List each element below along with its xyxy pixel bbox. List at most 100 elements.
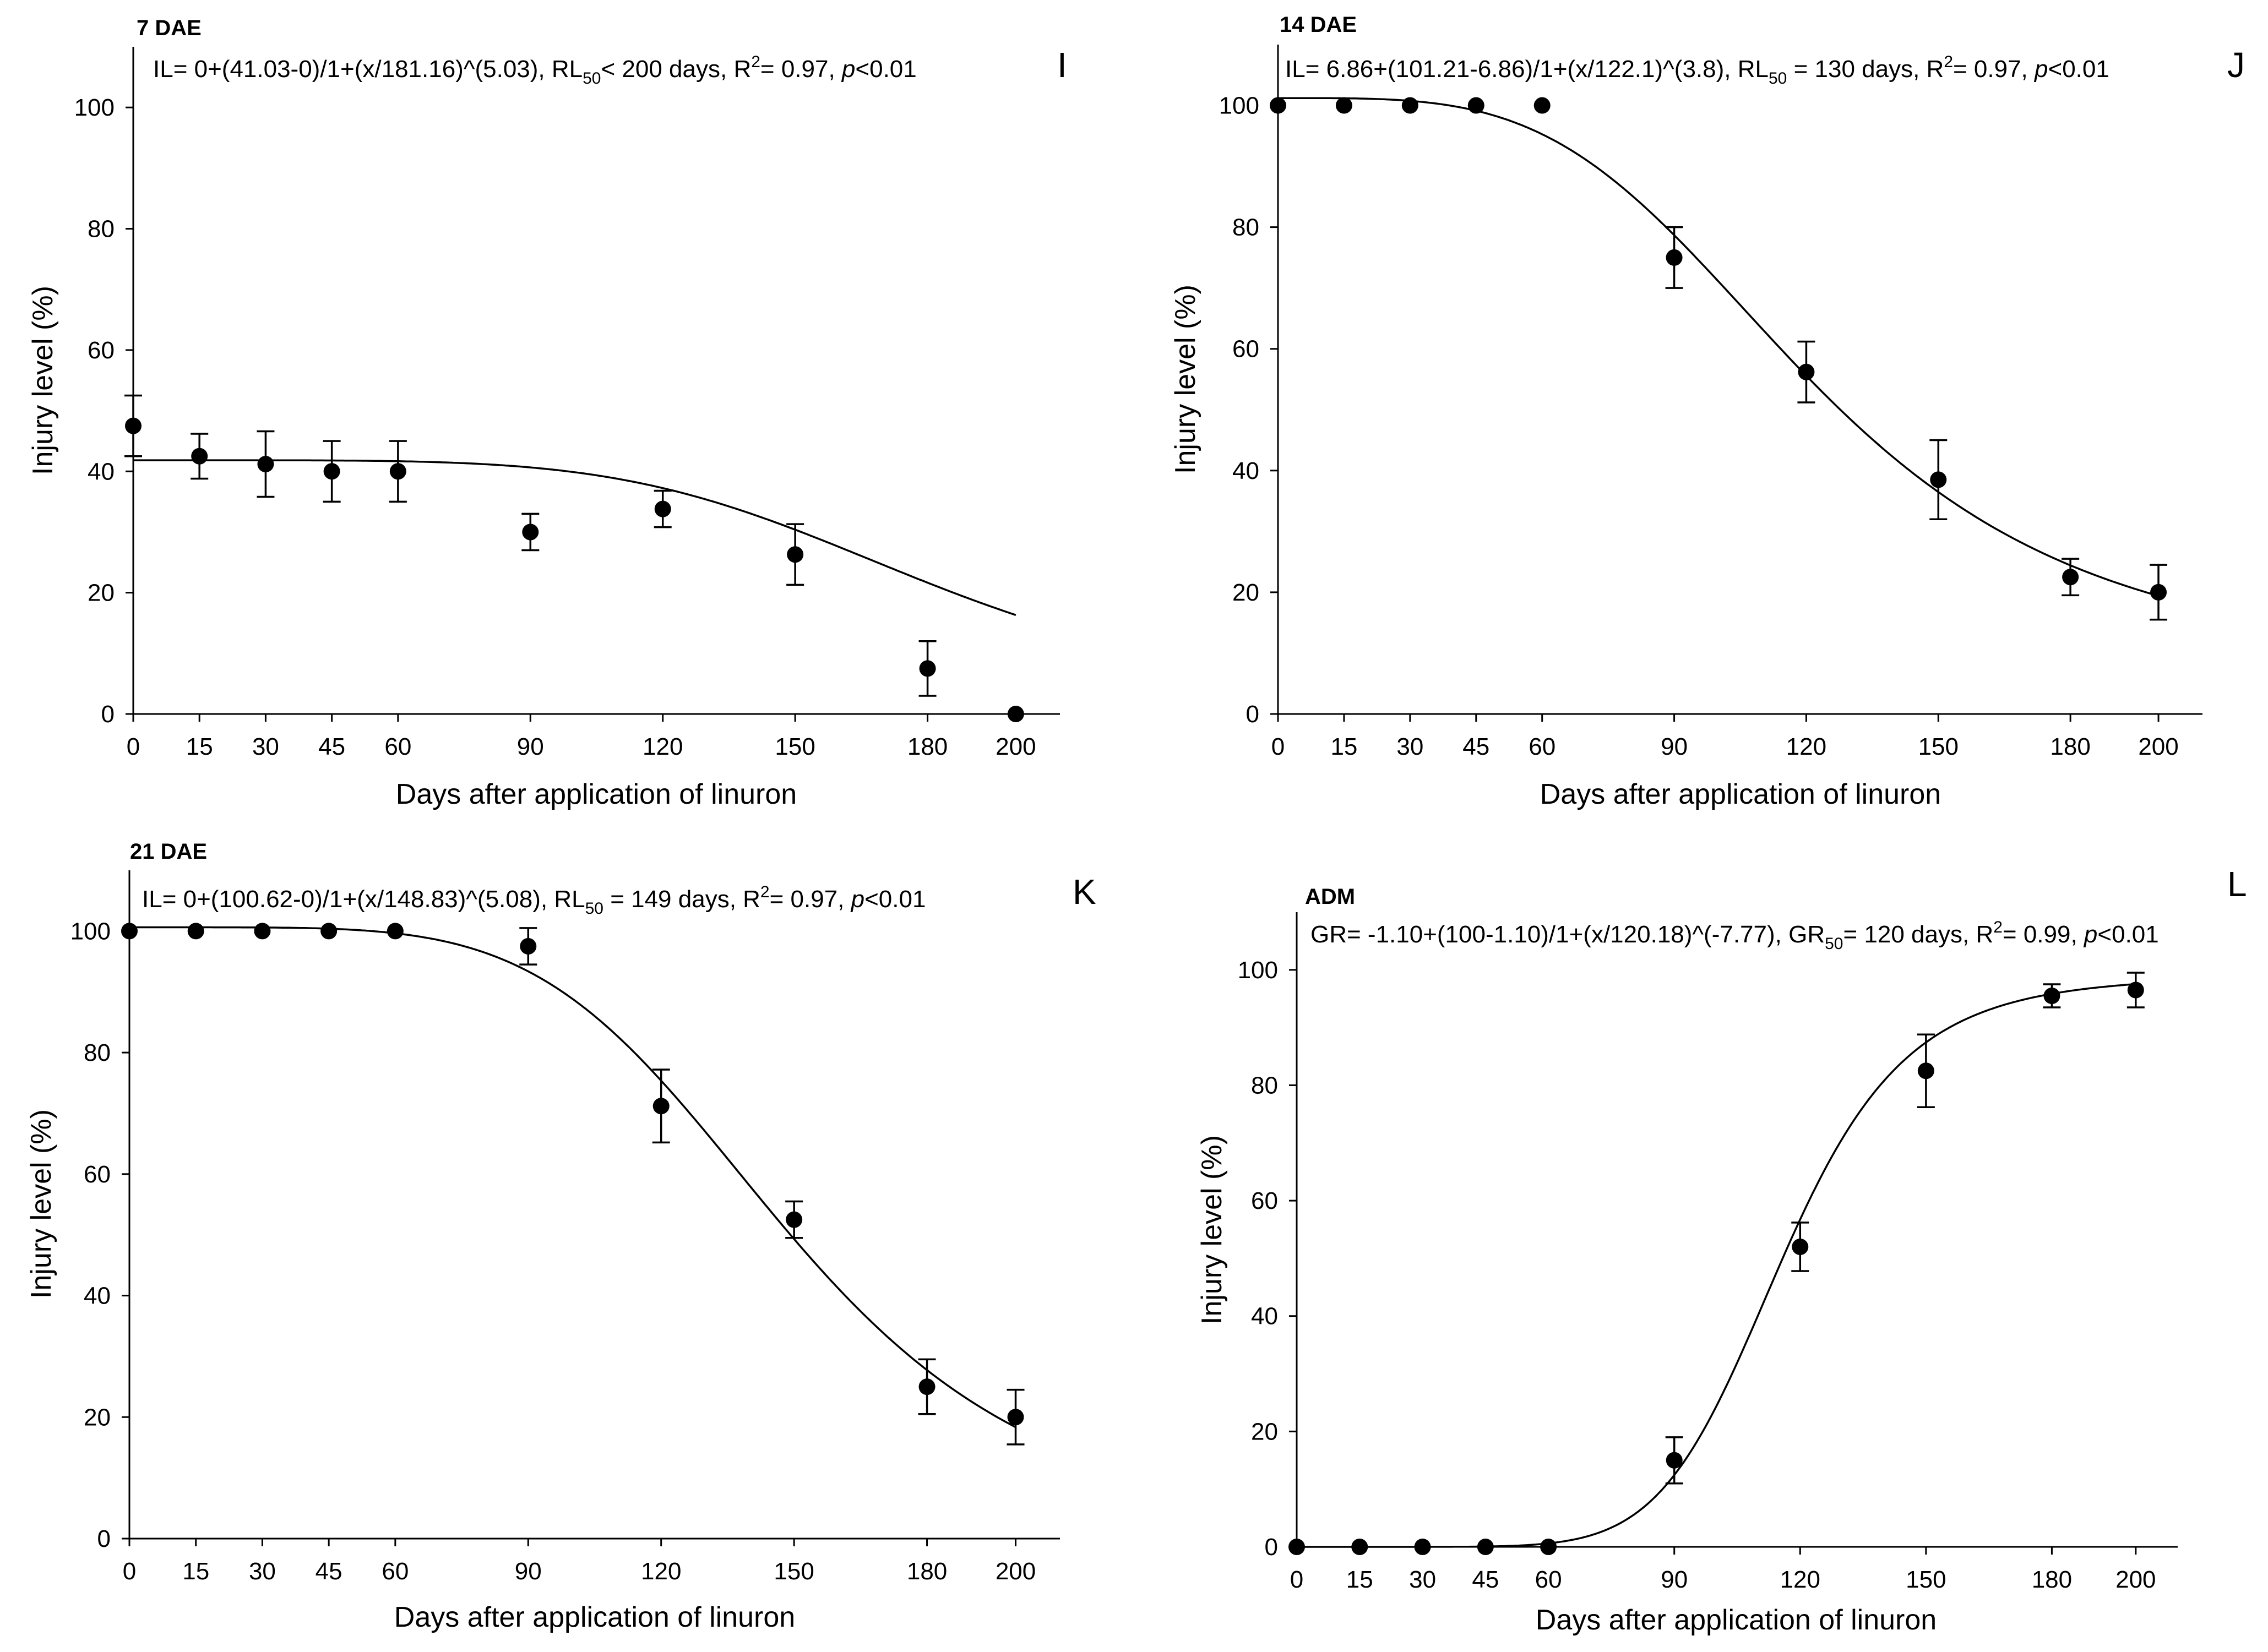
y-tick-label-p3-3: 60 <box>1251 1187 1278 1214</box>
x-tick-label-p1-9: 200 <box>2138 733 2178 760</box>
plot-l: 0 15 30 45 60 90 120 150 180 200 0 20 40 60 80 100 <box>1238 912 2178 1593</box>
x-tick-label-p2-4: 60 <box>382 1558 409 1585</box>
data-point-p1-5 <box>1666 249 1683 266</box>
data-point-p0-1 <box>191 448 208 465</box>
x-tick-label-p1-6: 120 <box>1786 733 1826 760</box>
x-axis-label-i: Days after application of linuron <box>396 778 797 810</box>
x-tick-label-p0-5: 90 <box>517 733 544 760</box>
y-tick-label-p2-5: 100 <box>70 918 111 945</box>
y-tick-label-p0-0: 0 <box>101 701 115 728</box>
data-point-p2-4 <box>387 923 404 940</box>
equation-l: GR= -1.10+(100-1.10)/1+(x/120.18)^(-7.77… <box>1310 918 2159 953</box>
data-point-p3-4 <box>1540 1539 1557 1555</box>
data-point-p0-7 <box>787 546 804 563</box>
data-point-p1-4 <box>1533 97 1551 114</box>
data-point-p1-9 <box>2150 584 2167 601</box>
data-point-p3-2 <box>1414 1539 1431 1555</box>
data-point-p0-0 <box>125 417 142 434</box>
y-axis-label-k: Injury level (%) <box>25 1109 57 1299</box>
x-tick-label-p3-9: 200 <box>2115 1566 2156 1593</box>
data-point-p1-2 <box>1401 97 1418 114</box>
y-tick-label-p2-0: 0 <box>97 1525 111 1552</box>
y-tick-label-p0-2: 40 <box>88 458 115 485</box>
x-tick-label-p1-3: 45 <box>1462 733 1489 760</box>
data-point-p1-7 <box>1930 471 1947 488</box>
data-point-p2-9 <box>1007 1409 1024 1426</box>
data-point-p3-5 <box>1666 1452 1683 1469</box>
x-tick-label-p1-1: 15 <box>1330 733 1357 760</box>
y-tick-label-p0-5: 100 <box>74 94 115 121</box>
x-tick-label-p3-5: 90 <box>1661 1566 1688 1593</box>
x-tick-label-p3-3: 45 <box>1472 1566 1499 1593</box>
data-point-p2-5 <box>520 937 537 955</box>
data-point-p0-6 <box>654 500 671 517</box>
panel-title-j: 14 DAE <box>1280 13 1357 37</box>
x-tick-label-p3-7: 150 <box>1906 1566 1946 1593</box>
fit-curve-p2 <box>129 926 1016 1429</box>
data-point-p2-3 <box>320 923 338 940</box>
y-axis-label-j: Injury level (%) <box>1170 285 1201 474</box>
x-tick-label-p2-3: 45 <box>316 1558 342 1585</box>
y-tick-label-p1-0: 0 <box>1246 701 1259 728</box>
equation-k: IL= 0+(100.62-0)/1+(x/148.83)^(5.08), RL… <box>142 883 926 918</box>
plot-j: 0 15 30 45 60 90 120 150 180 200 0 20 40 60 80 100 <box>1219 45 2202 760</box>
data-point-p2-0 <box>121 923 138 940</box>
data-point-p0-8 <box>919 660 936 677</box>
panel-title-k: 21 DAE <box>130 839 207 864</box>
x-tick-label-p0-1: 15 <box>186 733 213 760</box>
data-point-p1-3 <box>1467 97 1484 114</box>
panel-k: 21 DAE K IL= 0+(100.62-0)/1+(x/148.83)^(… <box>25 839 1096 1633</box>
x-tick-label-p0-9: 200 <box>996 733 1036 760</box>
y-tick-label-p2-1: 20 <box>84 1404 111 1431</box>
x-tick-label-p1-8: 180 <box>2050 733 2090 760</box>
panel-letter-j: J <box>2227 45 2245 85</box>
y-tick-label-p2-2: 40 <box>84 1283 111 1310</box>
x-tick-label-p0-8: 180 <box>907 733 948 760</box>
panel-title-l: ADM <box>1305 885 1355 909</box>
x-tick-label-p0-4: 60 <box>384 733 411 760</box>
data-point-p1-0 <box>1270 97 1286 114</box>
y-axis-label-l: Injury level (%) <box>1196 1135 1228 1324</box>
data-point-p2-2 <box>254 923 271 940</box>
y-tick-label-p1-1: 20 <box>1232 579 1259 606</box>
y-tick-label-p3-4: 80 <box>1251 1072 1278 1099</box>
panel-letter-k: K <box>1073 872 1096 912</box>
data-point-p3-7 <box>1917 1062 1934 1079</box>
y-tick-label-p1-3: 60 <box>1232 336 1259 363</box>
data-point-p2-7 <box>786 1211 803 1228</box>
x-tick-label-p0-6: 120 <box>643 733 683 760</box>
data-point-p1-8 <box>2062 569 2079 586</box>
x-tick-label-p2-2: 30 <box>249 1558 276 1585</box>
y-tick-label-p1-4: 80 <box>1232 214 1259 241</box>
panel-letter-l: L <box>2227 864 2247 904</box>
data-point-p1-6 <box>1798 363 1815 380</box>
data-point-p3-9 <box>2127 982 2144 999</box>
data-point-p0-5 <box>522 524 539 541</box>
panel-l: ADM L GR= -1.10+(100-1.10)/1+(x/120.18)^… <box>1196 864 2247 1636</box>
x-tick-label-p2-1: 15 <box>182 1558 209 1585</box>
fit-curve-p3 <box>1297 983 2136 1548</box>
y-tick-label-p2-3: 60 <box>84 1161 111 1188</box>
data-point-p2-8 <box>918 1378 936 1395</box>
data-point-p3-8 <box>2043 987 2060 1004</box>
x-tick-label-p3-8: 180 <box>2032 1566 2072 1593</box>
data-point-p0-2 <box>257 456 274 473</box>
y-tick-label-p1-5: 100 <box>1219 92 1259 119</box>
fit-curve-p0 <box>133 459 1016 616</box>
x-axis-label-k: Days after application of linuron <box>394 1601 795 1633</box>
data-point-p3-6 <box>1792 1238 1809 1255</box>
data-point-p0-9 <box>1007 706 1024 722</box>
y-tick-label-p3-1: 20 <box>1251 1418 1278 1445</box>
x-tick-label-p2-6: 120 <box>641 1558 681 1585</box>
data-point-p0-4 <box>389 463 406 480</box>
x-axis-label-j: Days after application of linuron <box>1540 778 1941 810</box>
y-tick-label-p2-4: 80 <box>84 1039 111 1066</box>
x-tick-label-p2-8: 180 <box>907 1558 947 1585</box>
equation-j: IL= 6.86+(101.21-6.86)/1+(x/122.1)^(3.8)… <box>1285 53 2109 88</box>
data-point-p3-0 <box>1288 1539 1305 1555</box>
x-tick-label-p1-4: 60 <box>1529 733 1555 760</box>
equation-i: IL= 0+(41.03-0)/1+(x/181.16)^(5.03), RL5… <box>153 53 917 88</box>
plot-i: 0 15 30 45 60 90 120 150 180 200 0 20 40 60 80 100 <box>74 47 1060 760</box>
data-point-p3-1 <box>1351 1539 1368 1555</box>
